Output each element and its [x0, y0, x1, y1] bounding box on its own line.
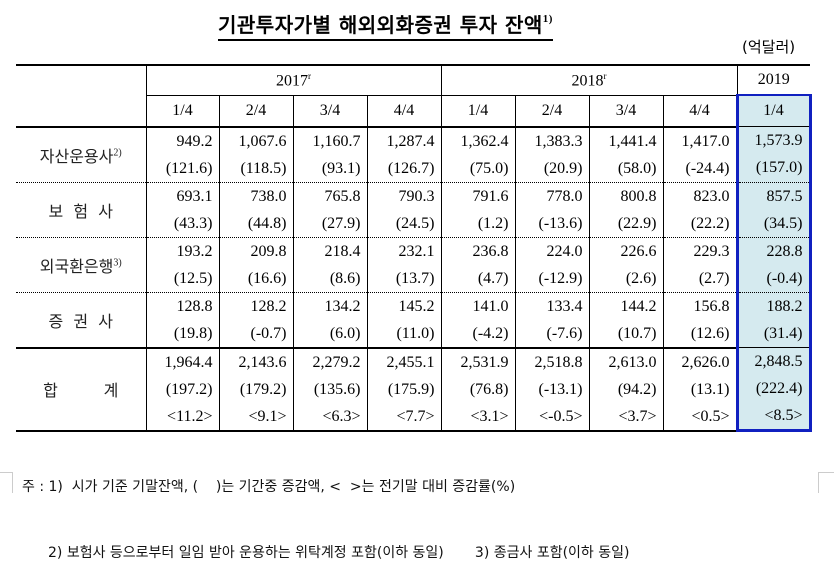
data-cell: 949.2 (121.6)	[145, 126, 219, 183]
data-cell: 2,531.9 (76.8) <3.1>	[440, 347, 515, 432]
footnotes: 주 : 1) 시가 기준 기말잔액, ( )는 기간중 증감액, < >는 전기…	[22, 432, 630, 586]
quarter-header: 4/4	[662, 95, 737, 128]
category-label: 외국환은행3)	[16, 237, 146, 293]
data-cell: 2,143.6 (179.2) <9.1>	[218, 347, 293, 432]
data-cell: 1,287.4 (126.7)	[366, 126, 441, 183]
data-cell-highlighted: 188.2 (31.4)	[735, 292, 812, 348]
data-cell: 790.3 (24.5)	[366, 182, 441, 238]
page-corner-mark-right	[818, 472, 834, 493]
data-cell-highlighted: 857.5 (34.5)	[735, 182, 812, 238]
data-cell: 823.0 (22.2)	[662, 182, 737, 238]
quarter-header: 1/4	[145, 95, 219, 128]
data-cell-highlighted: 2,848.5 (222.4) <8.5>	[735, 347, 812, 432]
data-cell: 1,362.4 (75.0)	[440, 126, 515, 183]
data-cell: 144.2 (10.7)	[588, 292, 663, 349]
data-cell: 2,455.1 (175.9) <7.7>	[366, 347, 441, 432]
footnote-line-1: 주 : 1) 시가 기준 기말잔액, ( )는 기간중 증감액, < >는 전기…	[22, 479, 516, 495]
data-cell: 1,441.4 (58.0)	[588, 126, 663, 183]
investment-balance-table: 2017r 2018r 2019 1/4 2/4 3/4 4/4 1/4 2/4…	[16, 64, 812, 432]
data-cell: 1,160.7 (93.1)	[292, 126, 367, 183]
quarter-header-row: 1/4 2/4 3/4 4/4 1/4 2/4 3/4 4/4 1/4	[16, 94, 812, 128]
table-row: 자산운용사2) 949.2 (121.6) 1,067.6 (118.5) 1,16…	[16, 126, 812, 183]
data-cell: 145.2 (11.0)	[366, 292, 441, 349]
year-2019: 2019	[736, 64, 810, 96]
quarter-header: 4/4	[366, 95, 441, 128]
table-row: 외국환은행3) 193.2 (12.5) 209.8 (16.6) 218.4 (8.…	[16, 237, 812, 293]
quarter-header: 3/4	[588, 95, 663, 128]
year-2018: 2018r	[440, 64, 737, 96]
data-cell: 193.2 (12.5)	[145, 237, 219, 293]
data-cell-highlighted: 1,573.9 (157.0)	[735, 126, 812, 183]
data-cell: 693.1 (43.3)	[145, 182, 219, 238]
unit-label: (억달러)	[742, 38, 796, 56]
title-footnote-mark: 1)	[542, 13, 553, 25]
table-title: 기관투자가별 해외외화증권 투자 잔액1)	[218, 6, 553, 41]
data-cell: 232.1 (13.7)	[366, 237, 441, 293]
data-cell: 2,518.8 (-13.1) <-0.5>	[514, 347, 589, 432]
data-cell: 209.8 (16.6)	[218, 237, 293, 293]
data-cell: 128.8 (19.8)	[145, 292, 219, 349]
page-corner-mark-left	[0, 472, 13, 493]
data-cell: 1,964.4 (197.2) <11.2>	[145, 347, 219, 432]
total-row: 합 계 1,964.4 (197.2) <11.2> 2,143.6 (179.2) <…	[16, 347, 812, 432]
data-cell: 2,613.0 (94.2) <3.7>	[588, 347, 663, 432]
data-cell: 134.2 (6.0)	[292, 292, 367, 349]
data-cell: 133.4 (-7.6)	[514, 292, 589, 349]
data-cell: 800.8 (22.9)	[588, 182, 663, 238]
data-cell: 236.8 (4.7)	[440, 237, 515, 293]
category-label-total: 합 계	[16, 347, 146, 432]
table-row: 증 권 사 128.8 (19.8) 128.2 (-0.7) 134.2 (6.0)…	[16, 292, 812, 349]
footnote-line-2: 2) 보험사 등으로부터 일임 받아 운용하는 위탁계정 포함(이하 동일) 3…	[48, 545, 630, 561]
data-cell: 1,067.6 (118.5)	[218, 126, 293, 183]
quarter-header: 1/4	[440, 95, 515, 128]
data-cell: 141.0 (-4.2)	[440, 292, 515, 349]
data-cell: 229.3 (2.7)	[662, 237, 737, 293]
quarter-header-highlighted: 1/4	[735, 94, 812, 127]
category-label: 자산운용사2)	[16, 126, 146, 183]
data-cell: 2,279.2 (135.6) <6.3>	[292, 347, 367, 432]
data-cell: 1,417.0 (-24.4)	[662, 126, 737, 183]
data-cell: 218.4 (8.6)	[292, 237, 367, 293]
data-cell: 778.0 (-13.6)	[514, 182, 589, 238]
year-header-row: 2017r 2018r 2019	[16, 64, 810, 128]
data-cell: 765.8 (27.9)	[292, 182, 367, 238]
year-2017: 2017r	[145, 64, 441, 96]
quarter-header: 3/4	[292, 95, 367, 128]
data-cell: 128.2 (-0.7)	[218, 292, 293, 349]
category-label: 보 험 사	[16, 182, 146, 238]
data-cell: 156.8 (12.6)	[662, 292, 737, 349]
data-cell: 791.6 (1.2)	[440, 182, 515, 238]
table-row: 보 험 사 693.1 (43.3) 738.0 (44.8) 765.8 (27.9…	[16, 182, 812, 238]
data-cell-highlighted: 228.8 (-0.4)	[735, 237, 812, 293]
data-cell: 226.6 (2.6)	[588, 237, 663, 293]
quarter-header: 2/4	[514, 95, 589, 128]
corner-cell	[16, 64, 146, 128]
title-text: 기관투자가별 해외외화증권 투자 잔액	[218, 13, 543, 37]
data-cell: 1,383.3 (20.9)	[514, 126, 589, 183]
data-cell: 224.0 (-12.9)	[514, 237, 589, 293]
category-label: 증 권 사	[16, 292, 146, 349]
data-cell: 738.0 (44.8)	[218, 182, 293, 238]
data-cell: 2,626.0 (13.1) <0.5>	[662, 347, 737, 432]
quarter-header: 2/4	[218, 95, 293, 128]
